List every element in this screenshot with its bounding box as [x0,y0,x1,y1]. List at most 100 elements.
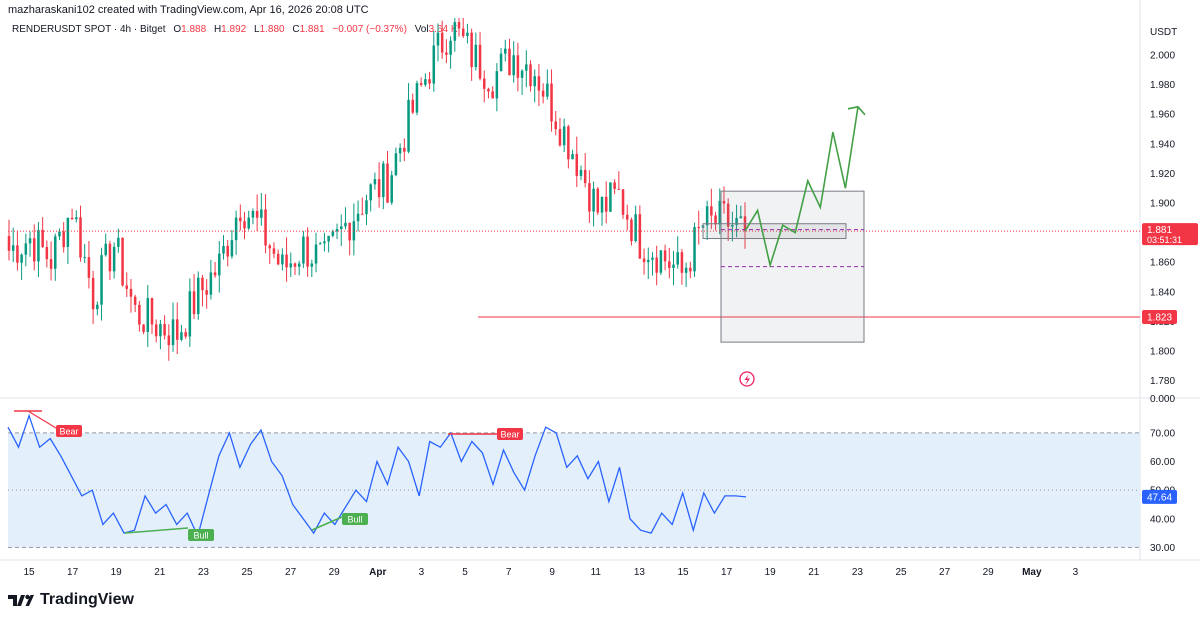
candle-body [617,188,621,190]
candle-body [356,213,360,222]
candle-body [529,64,532,87]
candle-body [592,188,595,212]
candle-body [268,245,272,249]
candle-body [129,288,133,297]
candle-body [705,206,709,226]
candle-body [672,264,675,268]
candle-body [163,324,166,336]
time-tick: 23 [198,567,210,578]
candle-body [689,267,692,272]
candle-body [394,153,398,176]
time-tick: 27 [939,567,951,578]
entry-zone-box [702,223,847,240]
candle-body [596,188,600,213]
candle-body [180,332,183,340]
open-value: 1.888 [181,24,207,35]
candle-body [276,253,280,265]
candle-body [331,231,335,236]
candle-body [247,217,250,229]
candle-body [571,154,574,160]
candle-body [361,213,364,215]
candle-body [424,79,427,85]
candle-body [70,217,74,220]
candle-body [508,48,511,76]
candle-body [722,200,726,204]
time-tick: 29 [329,567,341,578]
candle-body [41,229,44,247]
candle-body [318,243,322,245]
rsi-tick: 70.00 [1150,428,1175,439]
candle-body [453,22,457,41]
candle-body [87,257,91,278]
last-price-badge [1142,223,1198,246]
price-tick: 1.940 [1150,139,1175,150]
candle-body [117,237,120,247]
candle-body [457,22,461,29]
candle-body [491,91,494,99]
candle-body [175,319,179,340]
time-tick: 9 [549,567,555,578]
candle-body [192,291,196,315]
candle-body [339,226,343,230]
candle-body [407,99,410,152]
divergence-label: Bull [347,515,362,525]
candle-body [209,272,213,295]
high-label: H [213,24,222,35]
candle-body [541,90,545,97]
candle-body [474,44,478,67]
candle-body [108,243,112,272]
candle-body [327,235,330,242]
candle-body [226,245,229,257]
price-tick: 2.000 [1150,51,1175,62]
candle-body [96,304,99,310]
candle-body [297,263,301,267]
candle-body [718,200,722,225]
time-tick: 7 [506,567,512,578]
candle-body [482,78,486,89]
divergence-label-bg [188,529,214,541]
time-tick: 17 [721,567,733,578]
candle-body [634,214,637,242]
candle-body [369,184,372,201]
time-tick: 5 [462,567,468,578]
candle-body [112,246,116,272]
candle-body [62,231,65,247]
time-tick: 15 [23,567,35,578]
candle-body [562,126,566,146]
candle-body [230,240,234,257]
symbol-name[interactable]: RENDERUSDT SPOT · 4h · Bitget [12,24,166,35]
candle-body [146,298,150,332]
candle-body [91,277,95,310]
low-value: 1.880 [259,24,285,35]
candle-body [133,296,137,305]
divergence-line [27,410,57,429]
candle-body [382,163,385,198]
level-badge [1142,309,1177,324]
candle-body [272,248,276,254]
candle-body [550,83,553,122]
candle-body [239,217,242,222]
candle-body [20,254,23,263]
candle-body [205,290,208,295]
candle-body [625,214,629,220]
candle-body [335,229,339,232]
candle-body [167,335,171,346]
candle-body [125,285,129,289]
candle-body [138,304,141,325]
candle-body [504,48,507,54]
rsi-band [8,432,1140,548]
time-tick: 3 [419,567,425,578]
candle-body [142,324,145,332]
candle-body [255,210,259,218]
candle-body [495,71,499,99]
time-tick: 17 [67,567,79,578]
divergence-label: Bear [500,430,519,440]
tradingview-logo[interactable]: TradingView [8,591,134,609]
candle-body [668,261,671,268]
candle-body [613,182,616,189]
price-tick: 1.840 [1150,287,1175,298]
candle-body [7,235,11,251]
candle-body [222,245,225,254]
candle-body [676,252,679,265]
